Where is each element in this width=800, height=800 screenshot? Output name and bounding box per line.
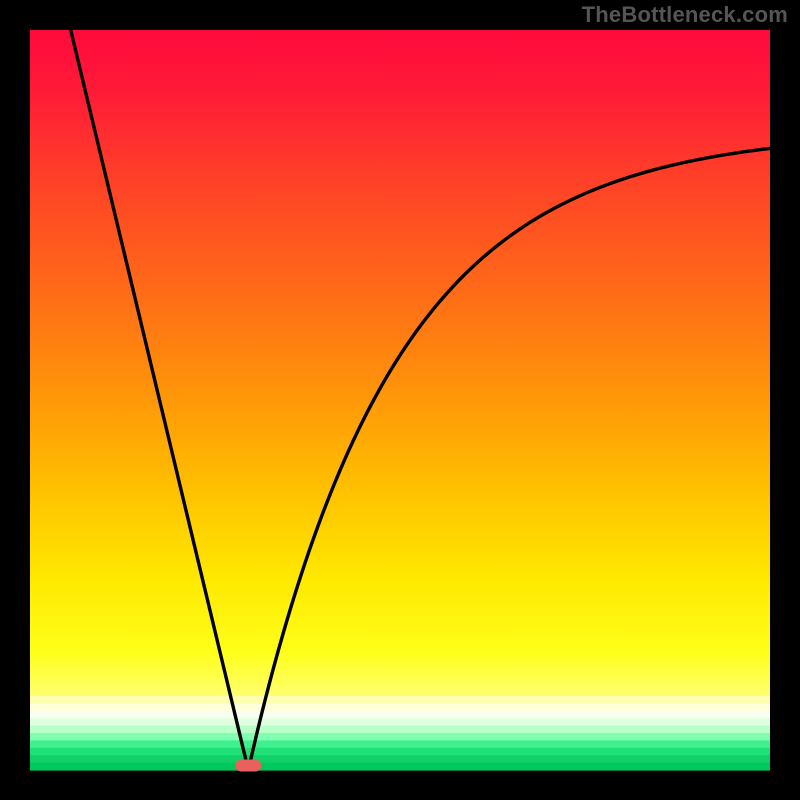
- plot-background: [30, 30, 770, 770]
- bottleneck-chart: [0, 0, 800, 800]
- chart-container: TheBottleneck.com: [0, 0, 800, 800]
- bottom-bands: [30, 696, 770, 771]
- watermark-text: TheBottleneck.com: [582, 2, 788, 28]
- minimum-marker: [235, 760, 261, 772]
